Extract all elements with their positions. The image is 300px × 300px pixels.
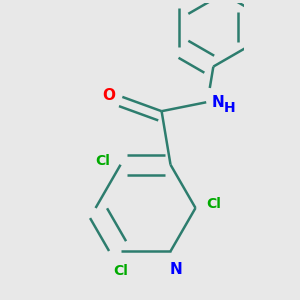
Text: H: H [224,100,236,115]
Text: O: O [102,88,115,103]
Text: Cl: Cl [206,197,221,212]
Text: Cl: Cl [95,154,110,168]
Text: N: N [169,262,182,277]
Text: Cl: Cl [113,264,128,278]
Text: N: N [212,95,224,110]
